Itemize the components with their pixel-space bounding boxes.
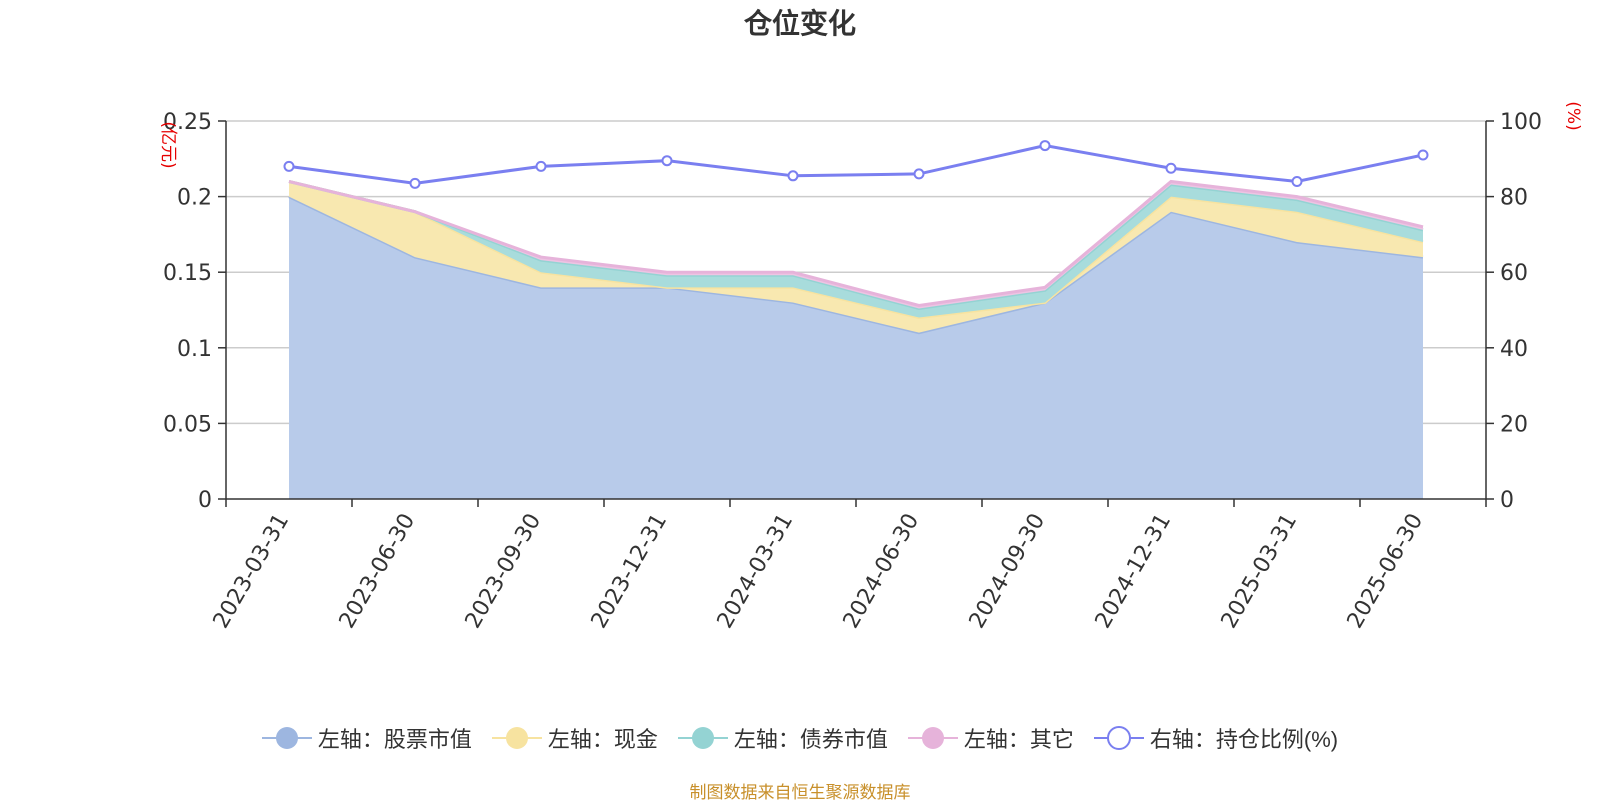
left-axis-tick-label: 0.25 xyxy=(163,110,212,135)
x-axis-tick-label: 2023-12-31 xyxy=(587,510,673,633)
chart-title: 仓位变化 xyxy=(743,8,856,39)
legend-item-stock-value[interactable]: 左轴：股票市值 xyxy=(261,722,472,754)
x-axis-tick-label: 2025-03-31 xyxy=(1217,510,1303,633)
legend-label: 左轴：股票市值 xyxy=(317,727,472,752)
left-axis-tick-label: 0.15 xyxy=(163,261,212,286)
holding-ratio-point xyxy=(283,160,295,172)
data-source-note: 制图数据来自恒生聚源数据库 xyxy=(689,783,911,802)
x-axis-tick-label: 2024-06-30 xyxy=(839,510,925,633)
x-axis-tick-label: 2023-03-31 xyxy=(209,510,295,633)
left-axis-unit-label: (亿元) xyxy=(158,121,178,168)
area-左轴：股票市值 xyxy=(289,196,1423,499)
holding-ratio-point xyxy=(1291,175,1303,187)
stacked-areas xyxy=(288,179,1424,499)
right-axis-tick-label: 0 xyxy=(1500,488,1514,513)
left-axis-tick-label: 0.05 xyxy=(163,412,212,437)
x-axis-tick-label: 2024-03-31 xyxy=(713,510,799,633)
legend-label: 左轴：其它 xyxy=(963,727,1074,752)
chart-legend: 左轴：股票市值 左轴：现金 左轴：债券市值 左轴：其它 右轴：持仓比例(%) xyxy=(0,722,1600,754)
legend-label: 左轴：债券市值 xyxy=(733,727,888,752)
holding-ratio-line xyxy=(288,144,1424,185)
holding-ratio-point xyxy=(409,177,421,189)
holding-ratio-point xyxy=(1417,149,1429,161)
right-axis-tick-label: 40 xyxy=(1500,337,1528,362)
holding-ratio-point xyxy=(535,160,547,172)
x-axis-tick-label: 2023-09-30 xyxy=(461,510,547,633)
legend-item-bond-value[interactable]: 左轴：债券市值 xyxy=(677,722,888,754)
legend-marker-icon xyxy=(907,727,958,749)
right-axis-unit-label: (%) xyxy=(1563,101,1583,130)
legend-label: 左轴：现金 xyxy=(547,727,658,752)
x-axis-tick-label: 2025-06-30 xyxy=(1343,510,1429,633)
right-axis-tick-label: 100 xyxy=(1500,110,1542,135)
ratio-line-layer xyxy=(283,140,1429,189)
x-axis-tick-label: 2024-12-31 xyxy=(1091,510,1177,633)
legend-item-holding-ratio[interactable]: 右轴：持仓比例(%) xyxy=(1093,722,1339,754)
holding-ratio-point xyxy=(661,155,673,167)
left-axis-tick-label: 0.2 xyxy=(177,186,212,211)
x-axis-tick-label: 2024-09-30 xyxy=(965,510,1051,633)
holding-ratio-point xyxy=(1165,162,1177,174)
area-edge-左轴：其它 xyxy=(288,179,1424,307)
legend-marker-icon xyxy=(1093,726,1144,750)
right-axis-tick-label: 20 xyxy=(1500,412,1528,437)
legend-marker-icon xyxy=(491,727,542,749)
legend-marker-icon xyxy=(677,727,728,749)
right-axis-tick-label: 60 xyxy=(1500,261,1528,286)
left-axis-tick-label: 0.1 xyxy=(177,337,212,362)
left-axis-tick-label: 0 xyxy=(198,488,212,513)
holding-ratio-point xyxy=(913,168,925,180)
holding-ratio-point xyxy=(787,170,799,182)
right-axis-tick-label: 80 xyxy=(1500,186,1528,211)
legend-marker-icon xyxy=(261,727,312,749)
legend-item-cash[interactable]: 左轴：现金 xyxy=(491,722,658,754)
holding-ratio-point xyxy=(1039,140,1051,152)
legend-label: 右轴：持仓比例(%) xyxy=(1149,727,1339,752)
legend-item-other[interactable]: 左轴：其它 xyxy=(907,722,1074,754)
area-左轴：债券市值 xyxy=(289,181,1423,318)
x-axis-tick-label: 2023-06-30 xyxy=(335,510,421,633)
